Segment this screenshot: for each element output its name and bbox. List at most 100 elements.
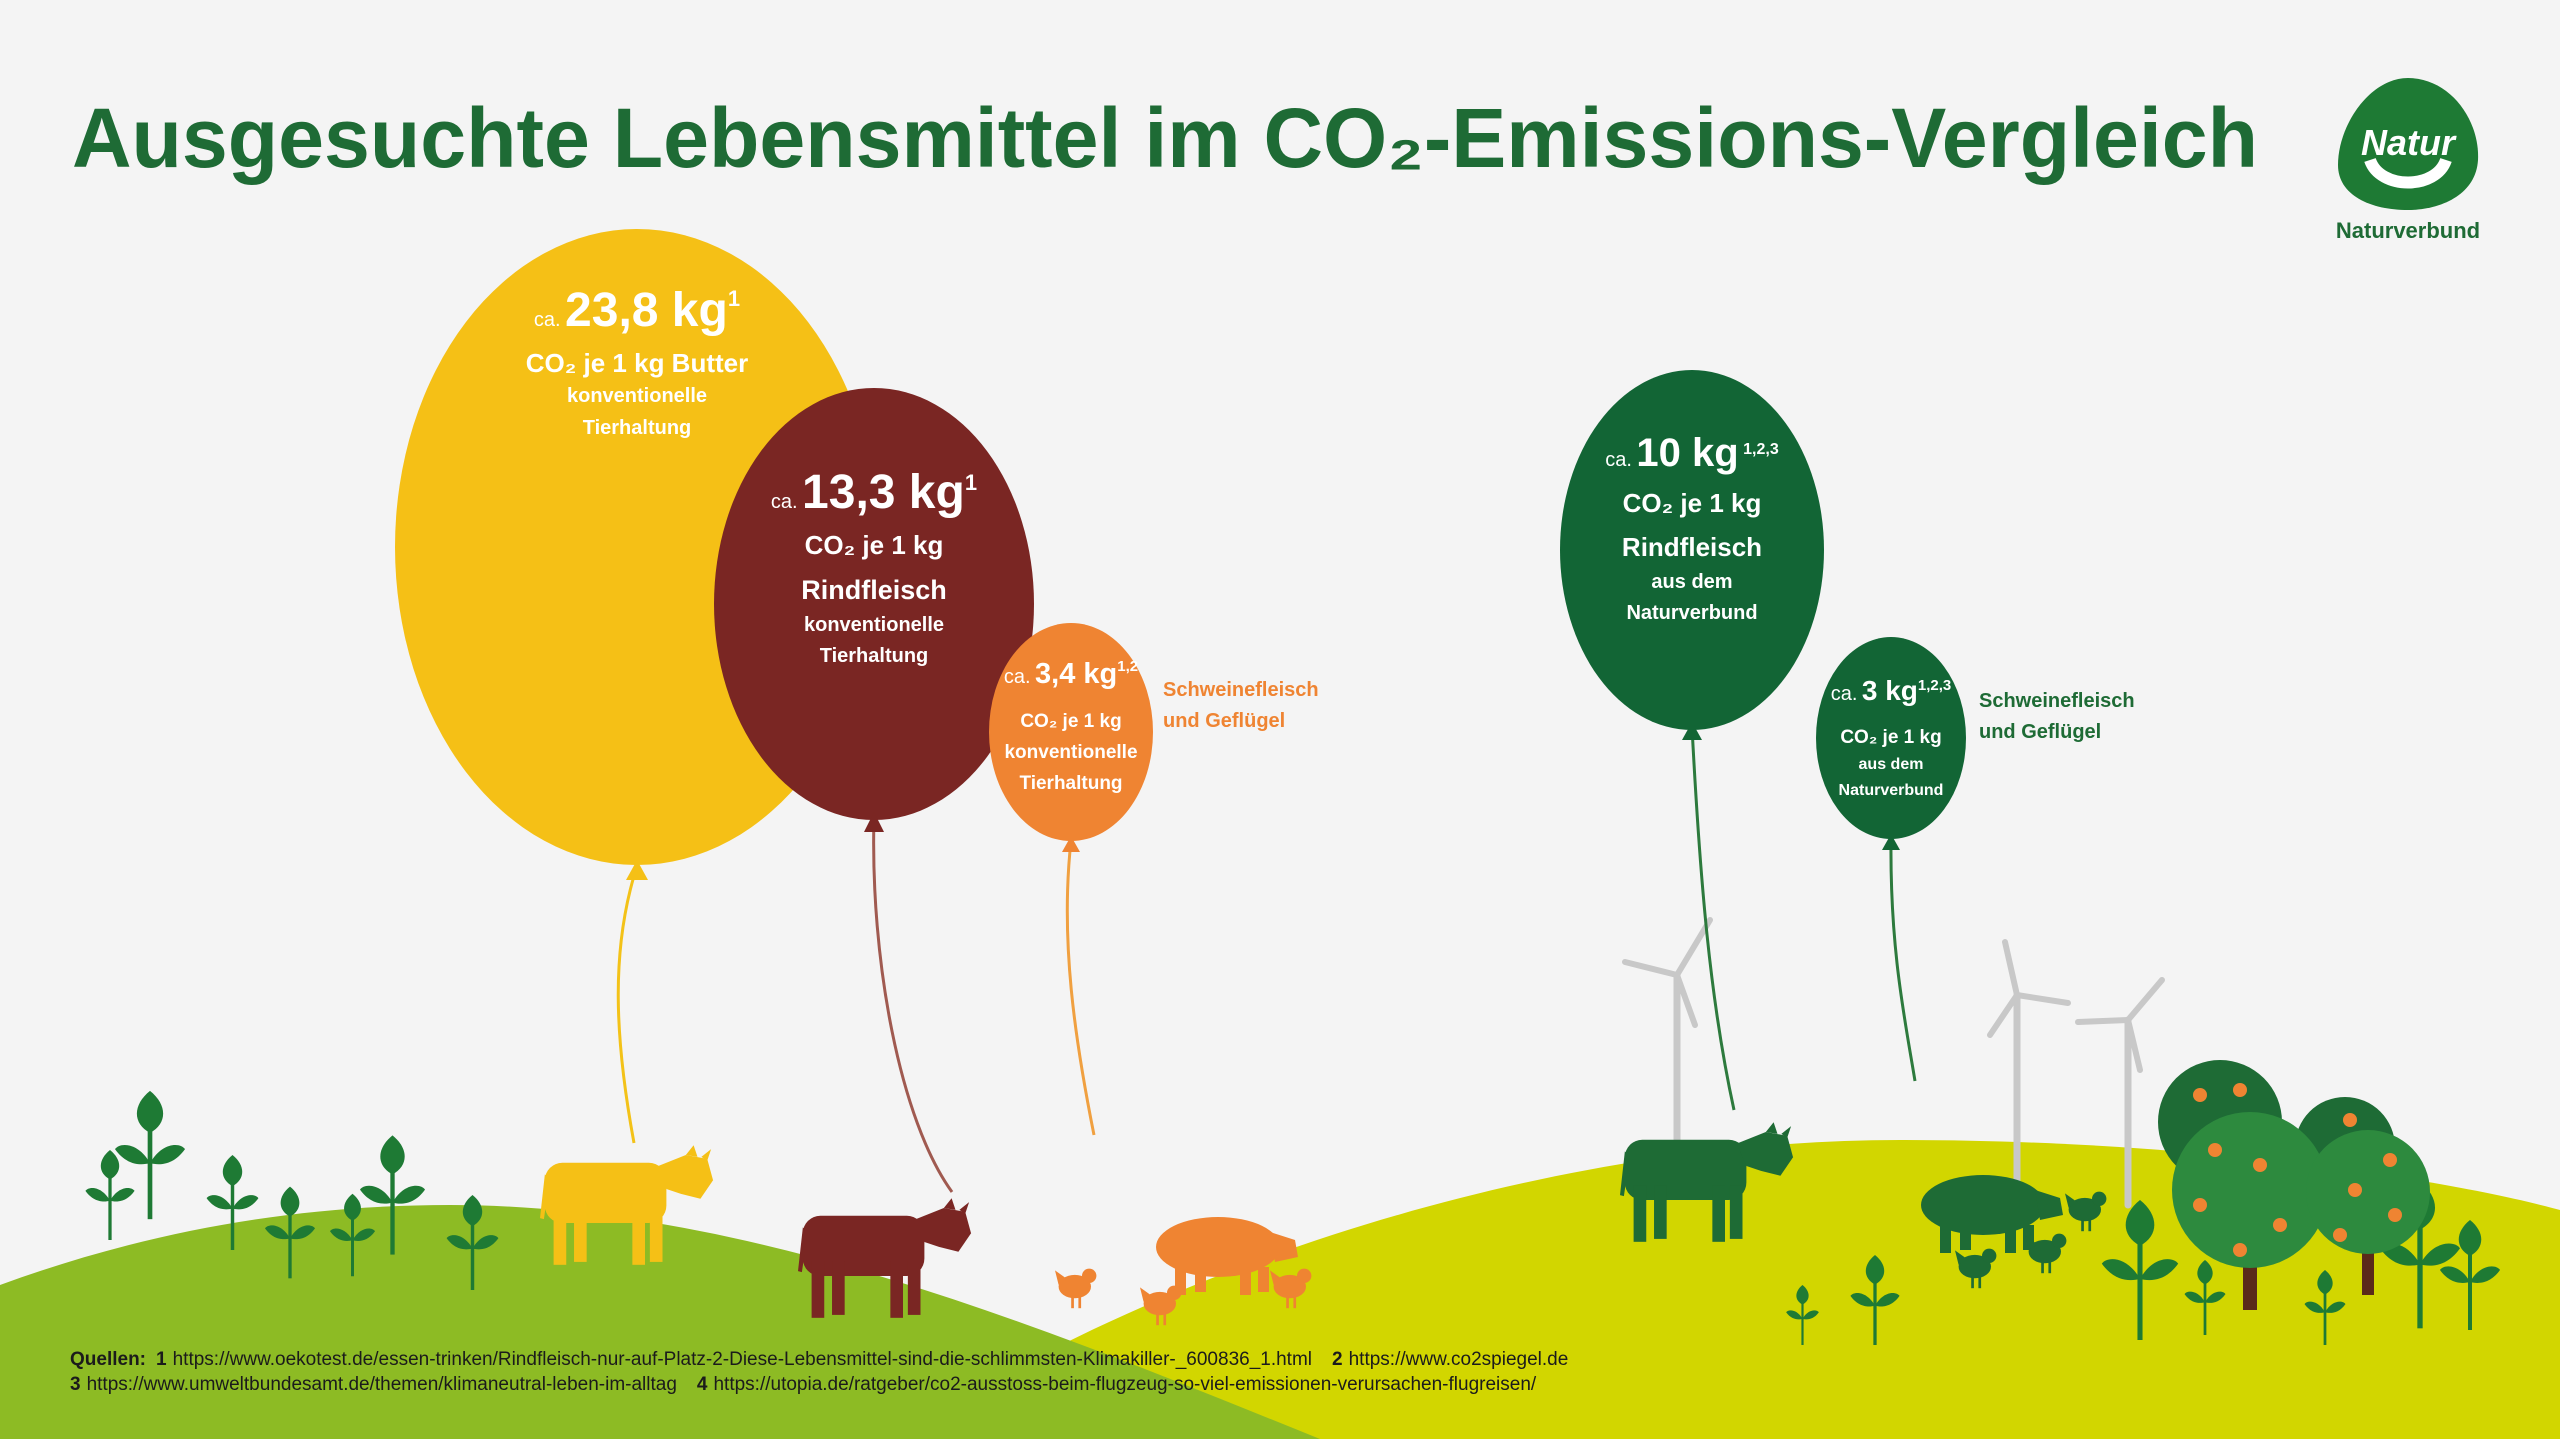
sources-line: Quellen: 1 https://www.oekotest.de/essen-t… [70, 1349, 1568, 1370]
wind-turbines [1622, 917, 2165, 1209]
logo: Natur Naturverbund [2336, 78, 2480, 243]
line: konventionelle [804, 614, 944, 636]
prefix: ca. [771, 491, 798, 513]
source-number: 3 [70, 1374, 81, 1395]
balloon-shapes [1682, 722, 1702, 740]
balloon-strings [872, 816, 954, 1193]
sources-line: 3 https://www.umweltbundesamt.de/themen/k… [70, 1374, 1537, 1395]
balloon-strings [616, 726, 1917, 1193]
trees [2172, 1112, 2328, 1268]
amount-value: 23,8 kg [565, 284, 728, 337]
trees [2306, 1130, 2430, 1254]
source-number: 2 [1332, 1349, 1343, 1370]
balloon-shapes [626, 860, 648, 880]
balloon-butter: ca. 23,8 kg1 CO₂ je 1 kg Butter konventi… [526, 284, 749, 439]
plants [85, 1150, 135, 1240]
line: CO₂ je 1 kg [1623, 488, 1762, 518]
trees [2253, 1158, 2267, 1172]
trees [2233, 1083, 2247, 1097]
balloon-strings [1889, 840, 1917, 1082]
side-label: Schweinefleisch [1979, 690, 2135, 712]
source-url: https://www.oekotest.de/essen-trinken/Ri… [173, 1349, 1312, 1370]
source-number: 1 [156, 1349, 167, 1370]
footnote: 1 [965, 470, 977, 495]
amount: ca. 3,4 kg1,2 [1004, 658, 1138, 690]
side-label: und Geflügel [1163, 710, 1285, 732]
balloon-strings [616, 865, 639, 1144]
balloon-beef-conventional: ca. 13,3 kg1 CO₂ je 1 kg Rindfleisch kon… [771, 466, 977, 667]
wind-turbines [1622, 917, 1713, 1028]
footnote: 1 [728, 286, 740, 311]
balloon-shapes [395, 229, 1966, 880]
balloon-strings [1690, 726, 1736, 1111]
line: CO₂ je 1 kg Butter [526, 348, 749, 378]
balloon-shapes [864, 812, 884, 832]
trees [2348, 1183, 2362, 1197]
line: aus dem [1651, 571, 1732, 593]
trees [2273, 1218, 2287, 1232]
logo [2338, 78, 2479, 210]
amount: ca. 3 kg1,2,3 [1831, 675, 1952, 706]
prefix: ca. [1004, 666, 1031, 688]
balloon-shapes [1560, 370, 1824, 730]
prefix: ca. [534, 309, 561, 331]
prefix: ca. [1605, 449, 1632, 471]
footnote: 1,2,3 [1918, 677, 1951, 694]
balloon-shapes [989, 623, 1153, 841]
balloon-shapes [714, 388, 1034, 820]
balloon-beef-naturverbund: ca. 10 kg 1,2,3 CO₂ je 1 kg Rindfleisch … [1605, 431, 1779, 624]
balloon-shapes [1882, 834, 1900, 850]
line: Naturverbund [1626, 602, 1757, 624]
line: konventionelle [1004, 742, 1137, 763]
trees [2383, 1153, 2397, 1167]
balloon-strings [1065, 840, 1096, 1136]
trees [2343, 1113, 2357, 1127]
side-label: und Geflügel [1979, 721, 2101, 743]
logo-name: Naturverbund [2336, 218, 2480, 243]
line: Naturverbund [1839, 782, 1944, 799]
source-url: https://www.co2spiegel.de [1349, 1349, 1569, 1370]
amount-value: 13,3 kg [802, 466, 965, 519]
line: Tierhaltung [583, 417, 692, 439]
logo-brand: Natur [2361, 122, 2457, 163]
line: aus dem [1859, 756, 1924, 773]
footnote: 1,2 [1117, 658, 1138, 675]
logo [2364, 157, 2452, 189]
balloon-shapes [1062, 836, 1080, 852]
prefix: ca. [1831, 683, 1858, 705]
trees [2158, 1060, 2430, 1310]
wind-turbines [1987, 939, 2071, 1038]
trees [2333, 1228, 2347, 1242]
balloon-pork-conventional: ca. 3,4 kg1,2 CO₂ je 1 kg konventionelle… [1004, 658, 1319, 794]
line: Tierhaltung [1019, 773, 1122, 794]
title: Ausgesuchte Lebensmittel im CO₂-Emission… [72, 91, 2258, 185]
source-url: https://www.umweltbundesamt.de/themen/kl… [87, 1374, 677, 1395]
line: Tierhaltung [820, 645, 929, 667]
wind-turbines [2075, 977, 2165, 1073]
trees [2193, 1198, 2207, 1212]
trees [2193, 1088, 2207, 1102]
amount-value: 3,4 kg [1035, 658, 1117, 690]
plants [115, 1090, 185, 1220]
balloon-pork-naturverbund: ca. 3 kg1,2,3 CO₂ je 1 kg aus dem Naturv… [1831, 675, 2135, 799]
trees [2208, 1143, 2222, 1157]
line: CO₂ je 1 kg [1020, 711, 1121, 732]
line: Rindfleisch [1622, 532, 1762, 562]
trees [2193, 1083, 2402, 1257]
side-label: Schweinefleisch [1163, 679, 1319, 701]
trees [2233, 1243, 2247, 1257]
amount-value: 3 kg [1862, 675, 1918, 706]
source-url: https://utopia.de/ratgeber/co2-ausstoss-… [713, 1374, 1536, 1395]
amount: ca. 23,8 kg1 [534, 284, 740, 337]
animals [1055, 1268, 1097, 1309]
line: Rindfleisch [801, 575, 947, 605]
source-number: 4 [697, 1374, 708, 1395]
amount: ca. 13,3 kg1 [771, 466, 977, 519]
amount-value: 10 kg [1636, 431, 1738, 475]
balloon-shapes [1816, 637, 1966, 839]
trees [2388, 1208, 2402, 1222]
amount: ca. 10 kg 1,2,3 [1605, 431, 1779, 475]
line: konventionelle [567, 385, 707, 407]
